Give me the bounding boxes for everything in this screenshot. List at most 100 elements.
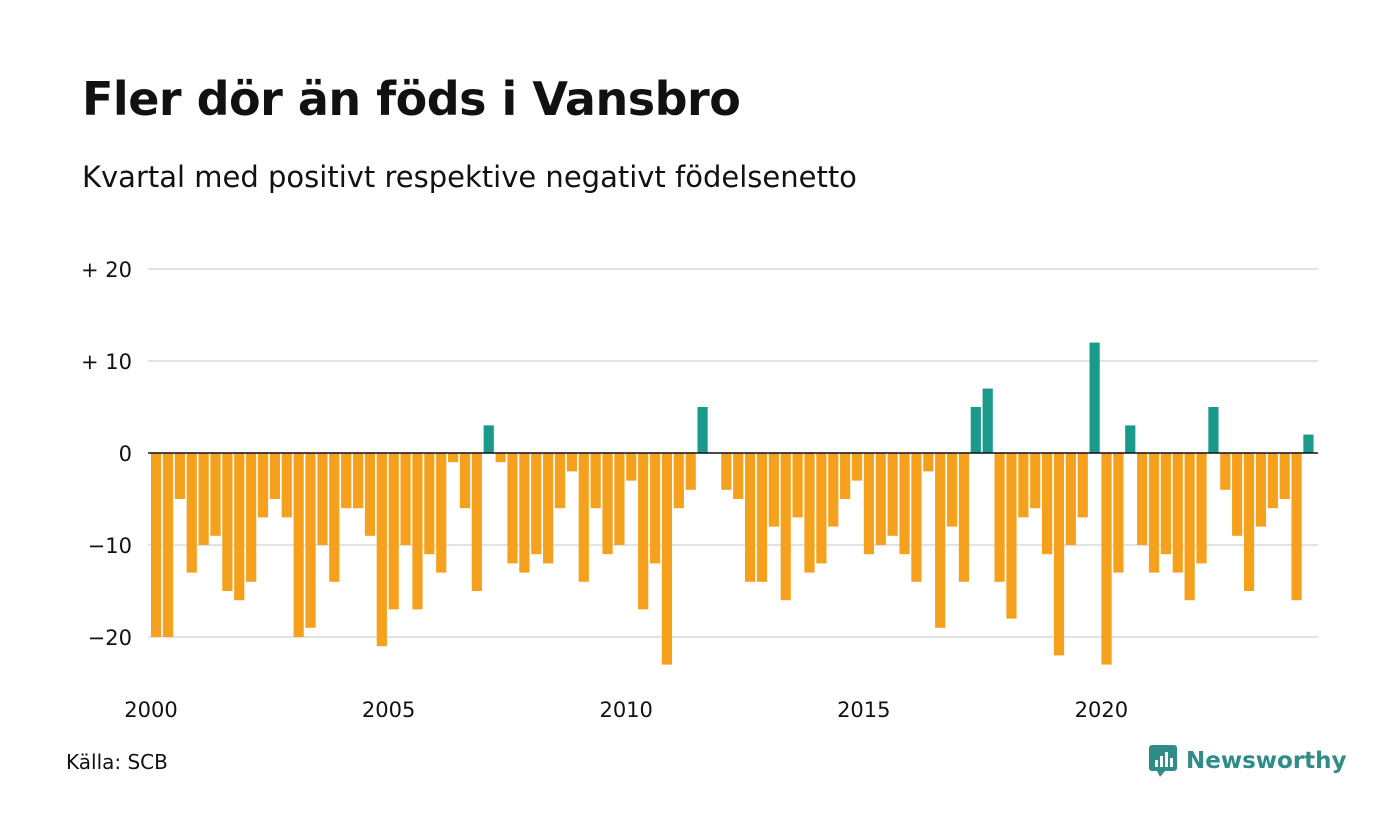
bar	[1018, 453, 1029, 518]
bar	[531, 453, 542, 555]
bar	[875, 453, 886, 545]
bar	[958, 453, 970, 582]
chart-title: Fler dör än föds i Vansbro	[82, 72, 741, 126]
bar	[661, 453, 673, 665]
bar	[424, 453, 435, 555]
bar	[412, 453, 423, 610]
bar	[1113, 453, 1124, 573]
chart-subtitle: Kvartal med positivt respektive negativt…	[82, 160, 857, 194]
bar	[578, 453, 589, 582]
newsworthy-logo-icon	[1149, 745, 1177, 777]
bar	[459, 453, 471, 509]
bar	[1137, 453, 1148, 545]
bar	[1160, 453, 1171, 555]
bar	[471, 453, 482, 591]
bar	[1148, 453, 1160, 573]
bar	[994, 453, 1005, 582]
bar	[1232, 453, 1243, 536]
brand-name: Newsworthy	[1186, 748, 1347, 774]
bar	[305, 453, 316, 628]
bar	[246, 453, 257, 582]
bar	[1303, 434, 1314, 453]
bar	[293, 453, 304, 637]
bar	[768, 453, 779, 527]
bar	[198, 453, 209, 545]
bar	[543, 453, 554, 564]
bar	[364, 453, 376, 536]
source-note: Källa: SCB	[66, 750, 168, 774]
bar	[614, 453, 625, 545]
x-tick-label: 2005	[362, 698, 415, 722]
bar	[519, 453, 530, 573]
bar	[400, 453, 411, 545]
y-tick-label: 0	[119, 442, 132, 466]
bar	[174, 453, 185, 499]
bar	[341, 453, 352, 509]
x-tick-label: 2010	[599, 698, 652, 722]
bar	[721, 453, 732, 490]
bar	[697, 407, 708, 453]
bar	[804, 453, 815, 573]
bar	[495, 453, 506, 463]
bar	[911, 453, 922, 582]
bar	[222, 453, 233, 591]
bar	[317, 453, 328, 545]
bar	[376, 453, 387, 647]
y-tick-label: −20	[88, 626, 132, 650]
bar	[1279, 453, 1290, 499]
x-tick-label: 2015	[837, 698, 890, 722]
bar	[1184, 453, 1195, 601]
bar	[554, 453, 566, 509]
bar	[1006, 453, 1017, 619]
newsworthy-brand[interactable]: Newsworthy	[1148, 744, 1347, 778]
bar	[899, 453, 910, 555]
bar	[1172, 453, 1183, 573]
bar	[673, 453, 684, 509]
bar	[1077, 453, 1088, 518]
bar	[1101, 453, 1112, 665]
bar	[436, 453, 447, 573]
bar	[269, 453, 280, 499]
bar	[1089, 342, 1100, 453]
y-axis: + 20 + 10 0 −10 −20	[81, 258, 132, 650]
bar	[840, 453, 851, 499]
y-tick-label: + 10	[81, 350, 132, 374]
y-tick-label: + 20	[81, 258, 132, 282]
bar	[388, 453, 399, 610]
bar	[638, 453, 649, 610]
bar	[162, 453, 174, 637]
bar	[602, 453, 613, 555]
bar	[1125, 425, 1136, 453]
bar	[257, 453, 269, 518]
bar	[1065, 453, 1076, 545]
bar	[923, 453, 934, 472]
bar	[566, 453, 577, 472]
bar	[1267, 453, 1278, 509]
bar	[483, 425, 494, 453]
bar	[756, 453, 768, 582]
bars	[151, 342, 1314, 665]
bar	[1255, 453, 1267, 527]
y-tick-label: −10	[88, 534, 132, 558]
bar	[1053, 453, 1065, 656]
bar	[151, 453, 162, 637]
bar	[507, 453, 518, 564]
bar	[982, 388, 993, 453]
bar	[626, 453, 637, 481]
bar	[1042, 453, 1053, 555]
x-tick-label: 2020	[1075, 698, 1128, 722]
bar	[1196, 453, 1207, 564]
bar	[816, 453, 827, 564]
bar	[1030, 453, 1041, 509]
bar	[1291, 453, 1302, 601]
bar	[745, 453, 756, 582]
bar	[733, 453, 744, 499]
bar	[649, 453, 661, 564]
x-axis: 2000 2005 2010 2015 2020	[124, 698, 1128, 722]
bar	[887, 453, 898, 536]
bar	[448, 453, 459, 463]
x-tick-label: 2000	[124, 698, 177, 722]
bar	[210, 453, 221, 536]
bar	[935, 453, 946, 628]
bar	[970, 407, 981, 453]
